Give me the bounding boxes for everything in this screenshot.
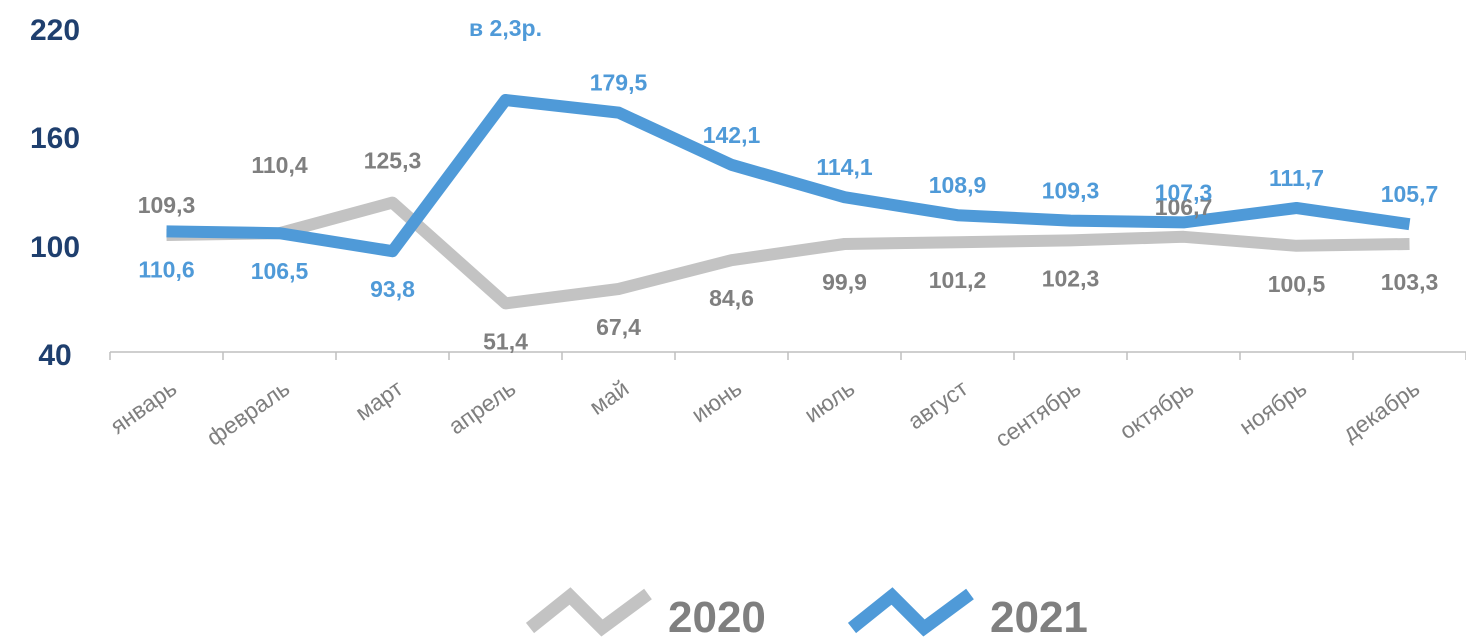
data-label-2020: 67,4	[596, 314, 641, 340]
y-tick-label: 100	[30, 231, 80, 264]
data-label-2021: 142,1	[703, 122, 761, 148]
legend-label-2021: 2021	[990, 593, 1088, 637]
data-label-2021: 111,7	[1269, 165, 1324, 191]
data-label-2020: 103,3	[1381, 269, 1439, 295]
data-label-2020: 110,4	[251, 152, 307, 178]
data-label-2021: 106,5	[251, 258, 309, 284]
legend-swatch-2021	[847, 587, 974, 637]
x-tick-label: декабрь	[1338, 375, 1425, 447]
x-tick-label: ноябрь	[1234, 375, 1311, 440]
data-label-2020: 84,6	[709, 285, 754, 311]
data-label-2020: 106,7	[1155, 194, 1213, 220]
data-label-2021: 114,1	[816, 154, 872, 180]
x-tick-label: июнь	[687, 375, 747, 428]
data-label-2021: 110,6	[138, 256, 194, 282]
legend: 2020 2021	[525, 587, 1088, 637]
data-label-2021: 107,3	[1155, 179, 1213, 205]
y-axis: 220 160 100 40	[30, 14, 80, 372]
data-label-2020: 109,3	[138, 192, 196, 218]
x-tick-label: февраль	[202, 375, 295, 451]
x-tick-label: июль	[799, 375, 859, 428]
x-axis: январь февраль март апрель май июнь июль август…	[105, 351, 1466, 452]
x-tick-label: март	[350, 375, 407, 426]
y-tick-label: 220	[30, 14, 80, 47]
data-label-2021: 109,3	[1042, 178, 1100, 204]
data-label-2020: 51,4	[483, 328, 528, 354]
data-label-2020: 100,5	[1268, 271, 1326, 297]
data-label-2020: 125,3	[364, 148, 422, 174]
x-tick-label: август	[903, 375, 973, 435]
data-label-2021: 179,5	[590, 70, 648, 96]
data-label-2021: 93,8	[370, 276, 415, 302]
data-label-2020: 99,9	[822, 269, 867, 295]
series-line-2020	[166, 196, 1410, 310]
data-label-2021: 105,7	[1381, 181, 1439, 207]
legend-swatch-2020	[525, 587, 652, 637]
y-tick-label: 160	[30, 122, 80, 155]
x-tick-label: сентябрь	[990, 375, 1085, 452]
legend-label-2020: 2020	[668, 593, 766, 637]
x-tick-label: январь	[105, 375, 181, 439]
data-label-2020: 101,2	[929, 267, 987, 293]
series-lines	[166, 94, 1411, 310]
data-label-2021: 108,9	[929, 172, 987, 198]
x-tick-label: апрель	[444, 375, 521, 440]
data-label-2021: в 2,3р.	[469, 15, 542, 41]
x-tick-label: октябрь	[1115, 375, 1199, 445]
data-labels: 109,3 110,4 125,3 51,4 67,4 84,6 99,9 101,2 102,…	[138, 15, 1439, 354]
series-line-2021	[166, 94, 1411, 258]
y-tick-label: 40	[38, 339, 71, 372]
data-label-2020: 102,3	[1042, 265, 1100, 291]
x-tick-label: май	[584, 375, 633, 420]
